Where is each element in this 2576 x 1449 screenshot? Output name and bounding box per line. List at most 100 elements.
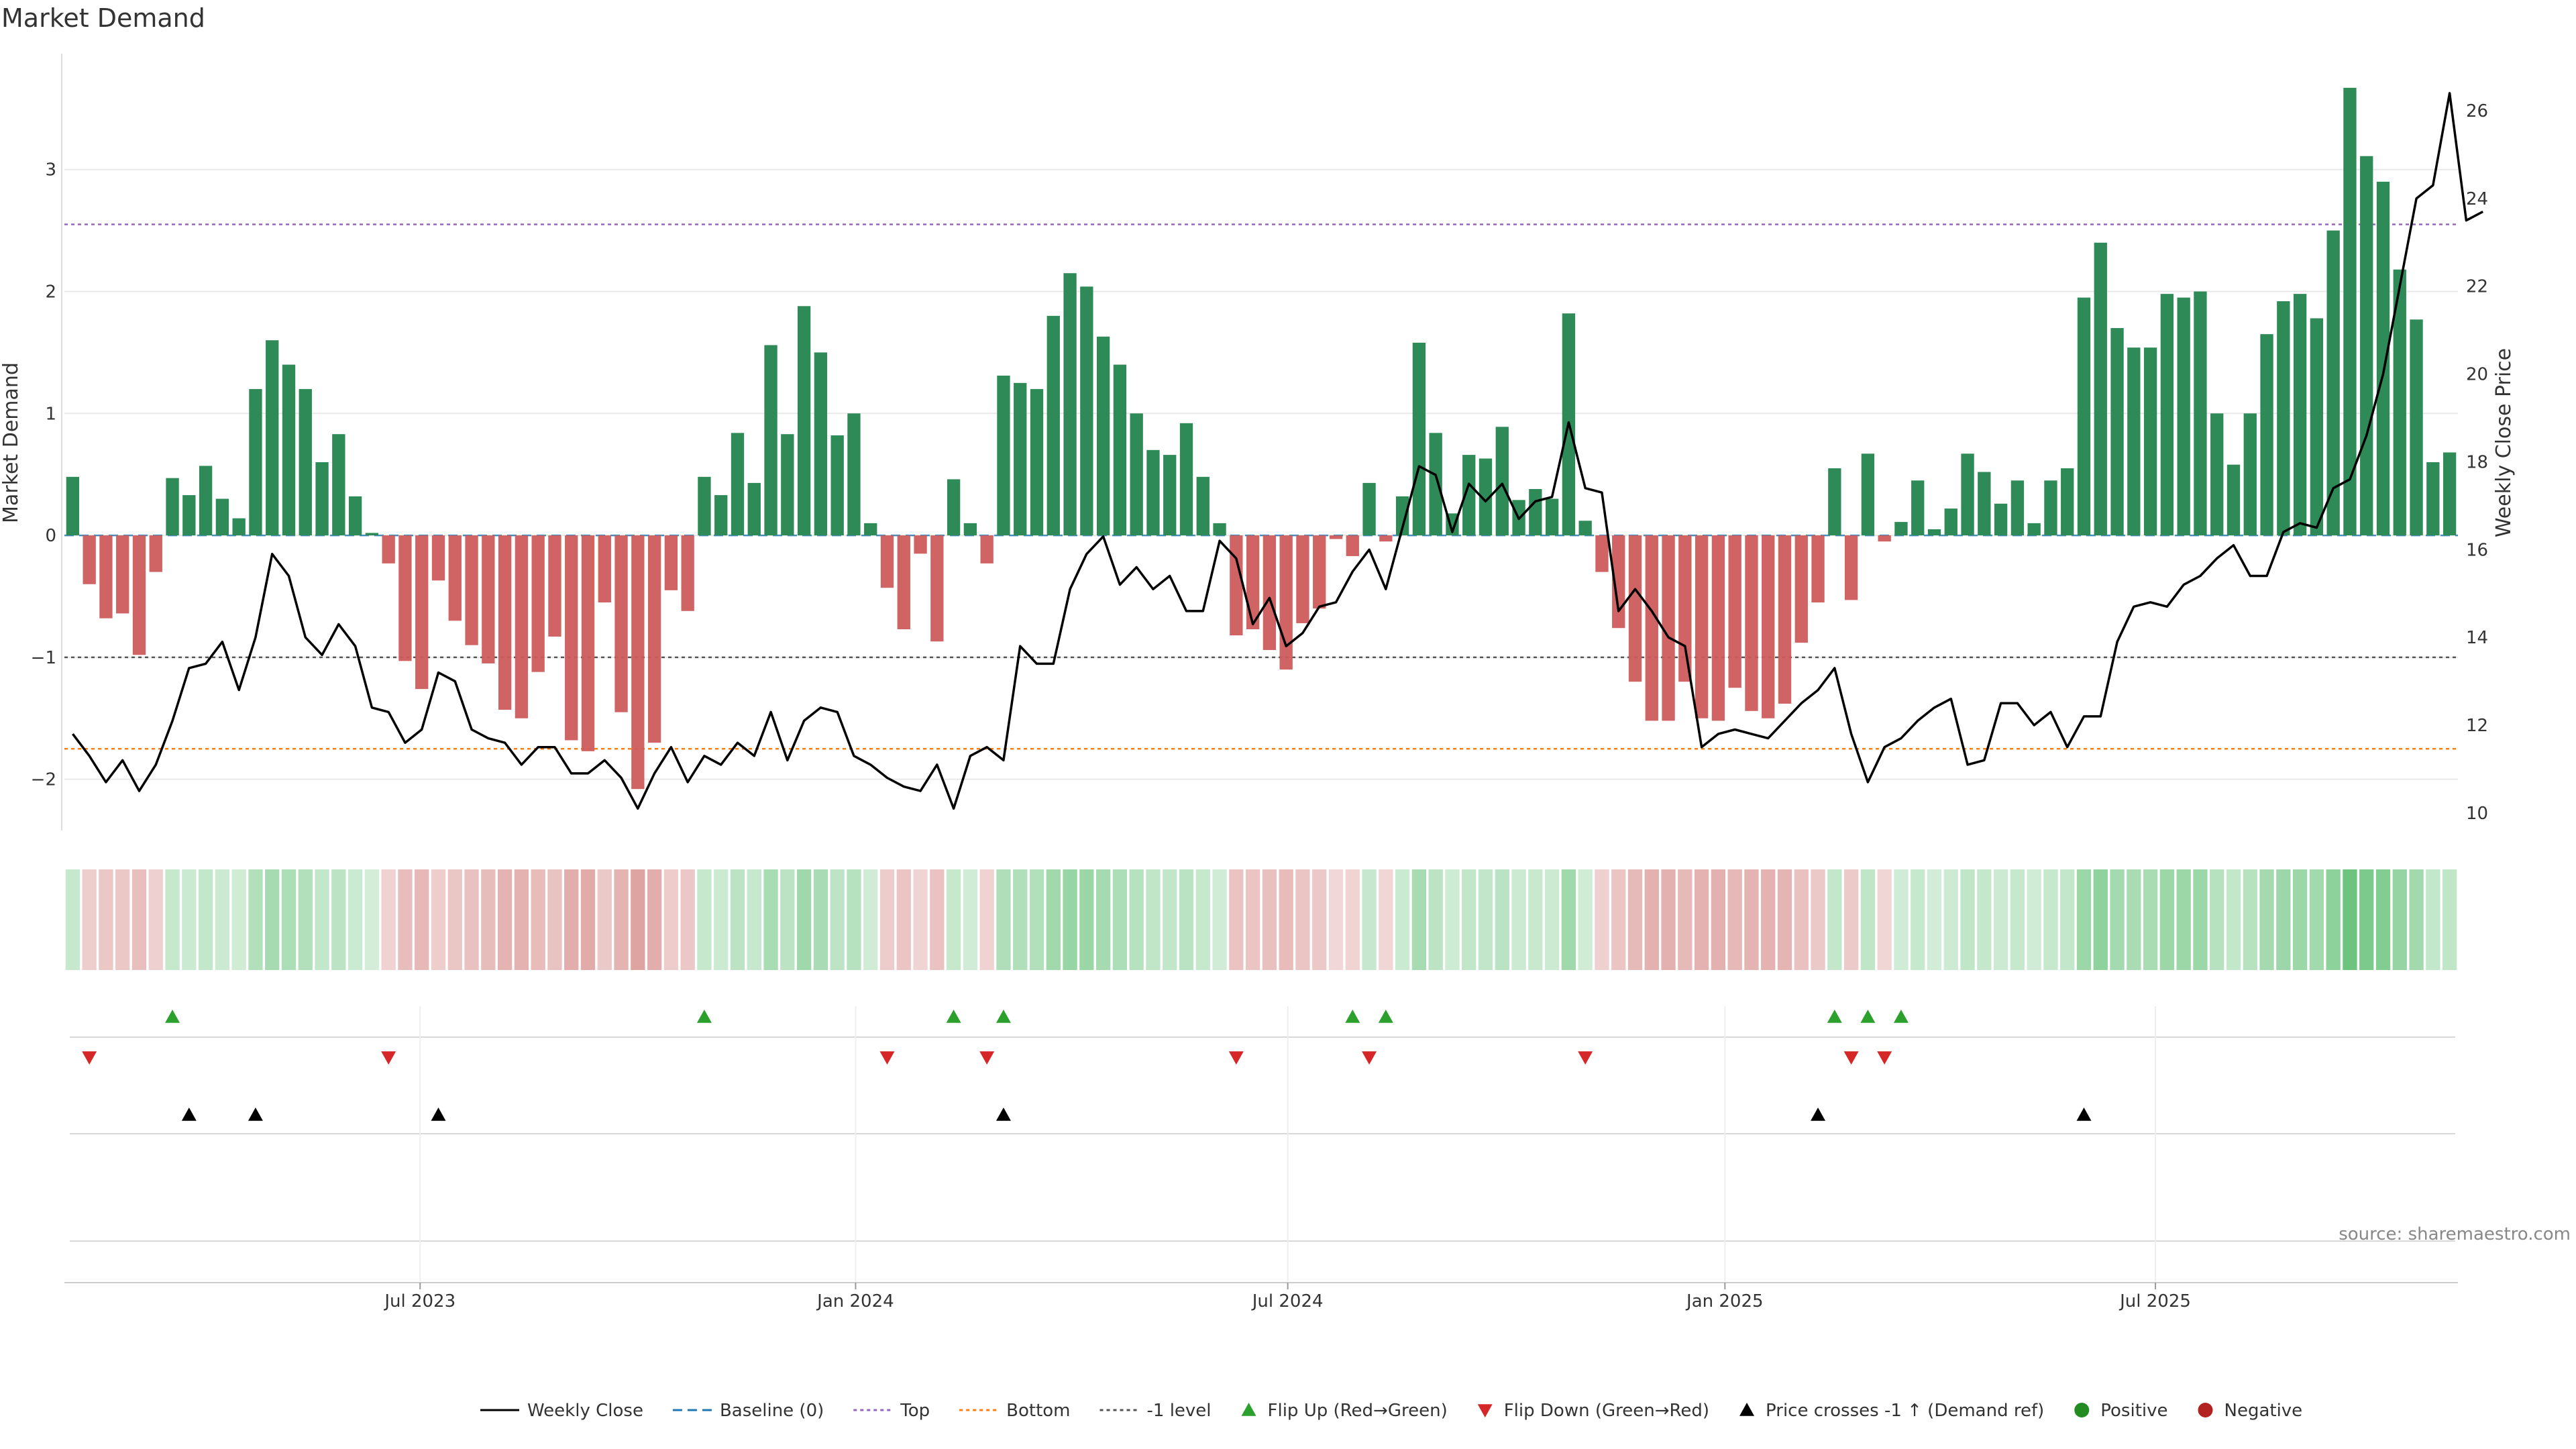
flip-down-marker [1877, 1051, 1892, 1065]
demand-bar [266, 340, 279, 536]
demand-bar [1728, 535, 1741, 688]
heat-cell [497, 869, 513, 970]
heat-cell [830, 869, 845, 970]
heat-cell [1794, 869, 1809, 970]
legend-item: Positive [2074, 1401, 2168, 1421]
heat-cell [2426, 869, 2440, 970]
demand-bar [997, 375, 1010, 536]
heat-cell [1860, 869, 1876, 970]
heat-cell [431, 869, 446, 970]
heat-cell [1843, 869, 1859, 970]
heat-cell [1013, 869, 1028, 970]
demand-bar [382, 535, 395, 564]
flip-up-marker [1893, 1010, 1909, 1023]
legend-item: Price crosses -1 ↑ (Demand ref) [1739, 1401, 2044, 1421]
heat-cell [1711, 869, 1726, 970]
heat-cell [813, 869, 828, 970]
heat-cell [182, 869, 197, 970]
heat-cell [1993, 869, 2008, 970]
heat-cell [2127, 869, 2141, 970]
heat-cell [364, 869, 380, 970]
demand-bar [1911, 480, 1925, 536]
demand-bar [1146, 449, 1160, 536]
heat-cell [1544, 869, 1560, 970]
demand-bar [930, 535, 944, 642]
demand-bar [199, 466, 213, 536]
heat-cell [131, 869, 147, 970]
heat-cell [1694, 869, 1709, 970]
heat-cell [979, 869, 994, 970]
demand-bar [2293, 294, 2307, 536]
demand-bar [1944, 508, 1957, 536]
reference-lines [64, 223, 2458, 750]
heat-cell [447, 869, 462, 970]
demand-bar [681, 535, 694, 611]
demand-bar [2177, 297, 2190, 536]
demand-bar [1313, 535, 1326, 609]
demand-bar [1994, 503, 2008, 536]
demand-bar [781, 434, 794, 536]
demand-bar [1230, 535, 1243, 636]
heat-cell [647, 869, 662, 970]
heat-cell [1911, 869, 1925, 970]
heat-cell [714, 869, 729, 970]
x-tick-label: Jul 2025 [2118, 1291, 2191, 1311]
demand-bar [1645, 535, 1658, 721]
heat-cell [1129, 869, 1144, 970]
heat-cell [1877, 869, 1892, 970]
demand-bar [531, 535, 545, 672]
demand-bar [1695, 535, 1709, 718]
demand-bar [1628, 535, 1642, 682]
demand-bar [1096, 336, 1110, 536]
demand-bar [215, 498, 229, 536]
heat-cell [1212, 869, 1227, 970]
demand-heat-strip [65, 869, 2457, 970]
demand-bar [166, 478, 179, 536]
demand-bar [2410, 319, 2423, 536]
heat-cell [2110, 869, 2125, 970]
heat-cell [1146, 869, 1161, 970]
right-tick-label: 18 [2466, 452, 2488, 472]
right-tick-label: 20 [2466, 365, 2488, 385]
demand-bar [415, 535, 429, 690]
x-axis: Jul 2023 Jan 2024 Jul 2024 Jan 2025 Jul 2025 [64, 1282, 2458, 1311]
demand-bar [315, 462, 329, 536]
flip-down-marker [1843, 1051, 1859, 1065]
heat-cell [1595, 869, 1609, 970]
heat-cell [1362, 869, 1377, 970]
heat-cell [1328, 869, 1344, 970]
heat-cell [2210, 869, 2224, 970]
heat-cell [2392, 869, 2407, 970]
heat-cell [99, 869, 113, 970]
demand-bar [1762, 535, 1775, 718]
heat-cell [2010, 869, 2025, 970]
heat-cell [796, 869, 812, 970]
flip-down-marker [1578, 1051, 1593, 1065]
demand-bar [2310, 318, 2324, 536]
demand-bar [2194, 291, 2207, 536]
heat-cell [1295, 869, 1310, 970]
left-tick-label: 1 [45, 404, 56, 424]
legend-triangle-up-swatch [1739, 1403, 1755, 1416]
demand-bar [2210, 413, 2224, 536]
right-tick-label: 10 [2466, 804, 2488, 824]
demand-bar [2061, 468, 2074, 536]
demand-bar [66, 476, 80, 536]
demand-bar [1861, 453, 1875, 536]
flip-up-marker [1860, 1010, 1876, 1023]
flip-up-marker [165, 1010, 180, 1023]
heat-cell [1245, 869, 1260, 970]
heat-cell [2193, 869, 2208, 970]
demand-bar [2160, 294, 2174, 536]
legend-dot-swatch [2198, 1403, 2213, 1417]
demand-bar [2094, 242, 2107, 536]
heat-cell [946, 869, 961, 970]
heat-cell [2076, 869, 2092, 970]
demand-bar [1080, 286, 1093, 536]
heat-cell [2359, 869, 2374, 970]
flip-up-marker [1345, 1010, 1360, 1023]
price-cross-marker [248, 1108, 263, 1121]
demand-bar [1462, 455, 1476, 536]
legend-label: Weekly Close [527, 1401, 643, 1421]
demand-bar [1894, 522, 1908, 536]
